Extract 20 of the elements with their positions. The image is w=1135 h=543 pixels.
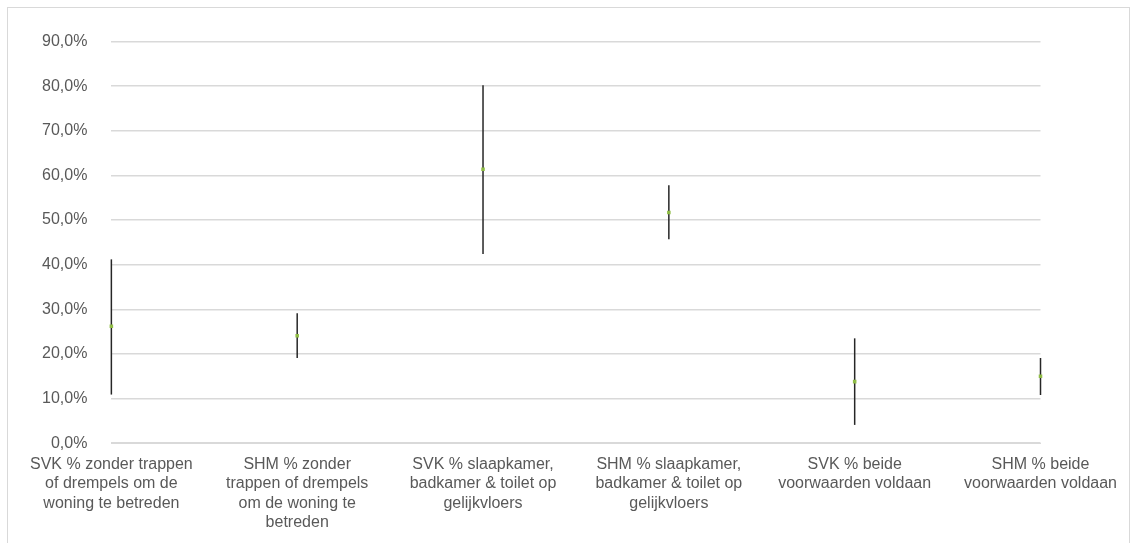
- y-tick-label: 0,0%: [50, 433, 88, 451]
- y-tick-label: 40,0%: [41, 255, 88, 273]
- point: [295, 333, 299, 338]
- y-tick-label: 10,0%: [41, 388, 88, 406]
- x-tick-label: SHM % slaapkamer, badkamer & toilet op gelijkvloers: [595, 455, 743, 511]
- y-tick-label: 80,0%: [41, 76, 88, 94]
- y-tick-label: 30,0%: [41, 299, 88, 317]
- y-tick-label: 90,0%: [41, 32, 88, 50]
- x-tick-label: SVK % slaapkamer, badkamer & toilet op gelijkvloers: [409, 455, 557, 511]
- y-tick-label: 20,0%: [41, 344, 88, 362]
- point: [481, 167, 485, 171]
- y-tick-label: 60,0%: [41, 165, 88, 183]
- y-tick-label: 50,0%: [41, 210, 88, 228]
- x-tick-label: SHM % zonder trappen of drempels om de woning te betreden: [226, 455, 369, 530]
- x-tick-label: SVK % zonder trappen of drempels om de woning te betreden: [29, 455, 193, 511]
- x-tick-label: SHM % beide voorwaarden voldaan: [964, 455, 1117, 492]
- point: [667, 210, 671, 215]
- x-tick-label: SVK % beide voorwaarden voldaan: [778, 455, 932, 492]
- point: [1038, 374, 1043, 379]
- y-tick-label: 70,0%: [41, 121, 88, 139]
